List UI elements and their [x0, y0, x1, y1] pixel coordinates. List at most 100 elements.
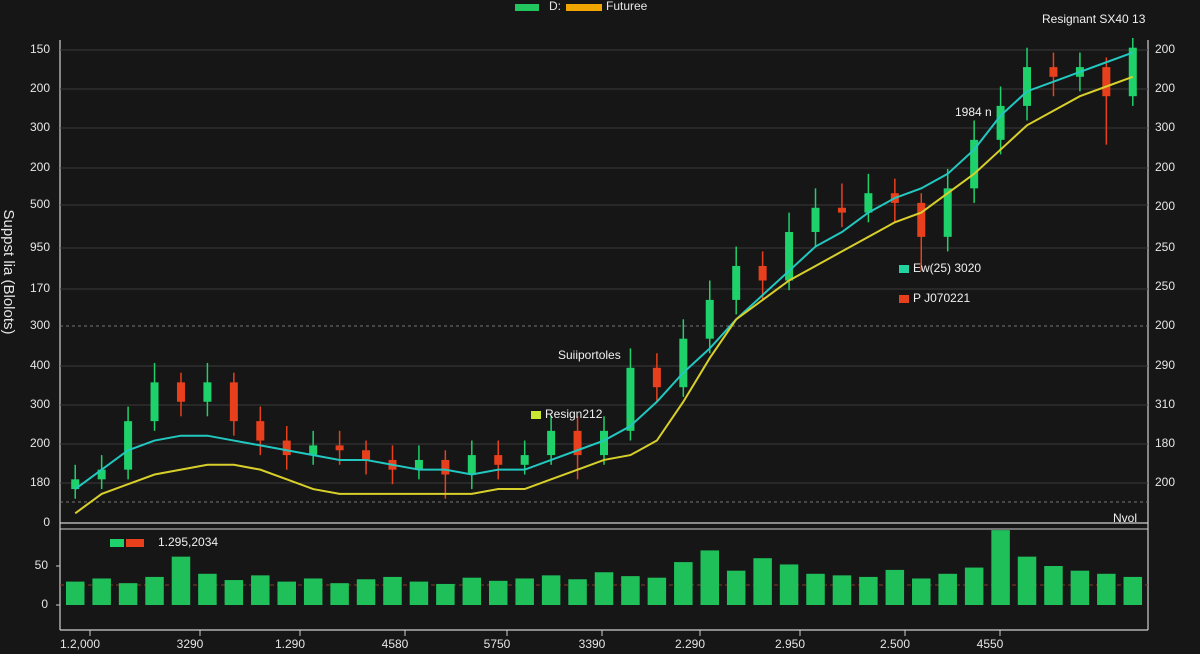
candle-body [679, 338, 688, 388]
volume-bar [885, 569, 905, 605]
right-label: 200 [1155, 199, 1175, 213]
candle-body [150, 382, 159, 422]
candle-body [124, 421, 133, 470]
candle-body [970, 139, 979, 189]
annotation-marker [110, 539, 124, 547]
volume-bar [1017, 556, 1037, 605]
candle-body [626, 367, 635, 431]
right-label: 200 [1155, 475, 1175, 489]
candle-body [520, 455, 529, 465]
candle-body [441, 459, 450, 475]
volume-bar [171, 556, 191, 605]
candle-body [229, 382, 238, 422]
annotation: Resign212 [545, 407, 603, 421]
volume-bar [515, 578, 534, 605]
legend-label: Futuree [606, 0, 648, 13]
left-label: 300 [30, 318, 50, 332]
legend-swatch [566, 4, 602, 11]
x-label: 2.290 [675, 637, 705, 651]
right-label: 200 [1155, 160, 1175, 174]
volume-bar [938, 573, 957, 605]
annotation-marker [531, 411, 541, 419]
y-title: Suppst lia (Blolots) [0, 209, 17, 334]
x-label: 3390 [579, 637, 606, 651]
volume-bar [1097, 573, 1116, 605]
left-label: 300 [30, 120, 50, 134]
candle-body [837, 207, 846, 213]
volume-bar [488, 580, 508, 605]
right-label: 200 [1155, 81, 1175, 95]
volume-bar [700, 550, 720, 605]
candle-body [282, 440, 291, 456]
candle-body [758, 265, 767, 281]
candle-body [203, 382, 212, 402]
candle-body [732, 265, 741, 300]
volume-bar [303, 578, 323, 605]
x-label: 1.2,000 [60, 637, 100, 651]
volume-bar [832, 575, 852, 605]
candle-body [547, 430, 556, 456]
volume-bar [330, 583, 349, 605]
candle-body [917, 202, 926, 237]
x-label: 4550 [977, 637, 1004, 651]
candle-body [335, 445, 344, 451]
candle-body [256, 421, 265, 441]
candle-body [573, 430, 582, 456]
right-label: 200 [1155, 42, 1175, 56]
left-label: 200 [30, 436, 50, 450]
volume-bar [145, 576, 164, 605]
right-label: 300 [1155, 120, 1175, 134]
volume-bar [674, 562, 693, 605]
candle-body [785, 232, 794, 281]
x-label: 2.500 [880, 637, 910, 651]
right-label: 250 [1155, 240, 1175, 254]
volume-bar [118, 583, 138, 605]
x-label: 5750 [484, 637, 511, 651]
x-label: 1.290 [275, 637, 305, 651]
x-label: 4580 [382, 637, 409, 651]
left-label: 150 [30, 42, 50, 56]
volume-bar [1070, 570, 1090, 605]
candle-body [1102, 67, 1111, 97]
left-label: 400 [30, 358, 50, 372]
volume-bar [753, 558, 772, 605]
annotation-marker [126, 539, 144, 547]
x-label: 3290 [177, 637, 204, 651]
volume-bar [462, 577, 482, 605]
annotation: 1984 n [955, 105, 992, 119]
volume-bar [912, 578, 931, 605]
volume-bar [621, 576, 640, 605]
left-label: 500 [30, 197, 50, 211]
volume-bar [1044, 566, 1063, 605]
left-label: 300 [30, 397, 50, 411]
volume-bar [1123, 576, 1143, 605]
annotation: P J070221 [913, 291, 970, 305]
volume-bar [541, 575, 561, 605]
volume-bar [198, 573, 217, 605]
candle-body [176, 382, 185, 402]
left-label: 180 [30, 475, 50, 489]
volume-bar [277, 581, 296, 605]
left-label: 200 [30, 81, 50, 95]
right-label: 310 [1155, 397, 1175, 411]
volume-bar [568, 579, 587, 605]
candle-body [71, 479, 80, 490]
volume-bar [964, 567, 984, 605]
annotation: Suiiportoles [558, 348, 621, 362]
volume-bar [251, 575, 270, 605]
candle-body [1128, 47, 1137, 97]
right-label: 290 [1155, 358, 1175, 372]
volume-bar [779, 564, 799, 605]
volume-bar [409, 581, 429, 605]
volume-bar [383, 576, 402, 605]
volume-tick-label: 50 [35, 558, 49, 572]
annotation: 1.295,2034 [158, 535, 218, 549]
x-label: 2.950 [775, 637, 805, 651]
volume-bar [726, 570, 746, 605]
volume-bar [991, 530, 1010, 605]
candle-body [1049, 67, 1058, 77]
annotation-marker [899, 295, 909, 303]
candle-body [996, 105, 1005, 140]
left-label: 0 [43, 515, 50, 529]
